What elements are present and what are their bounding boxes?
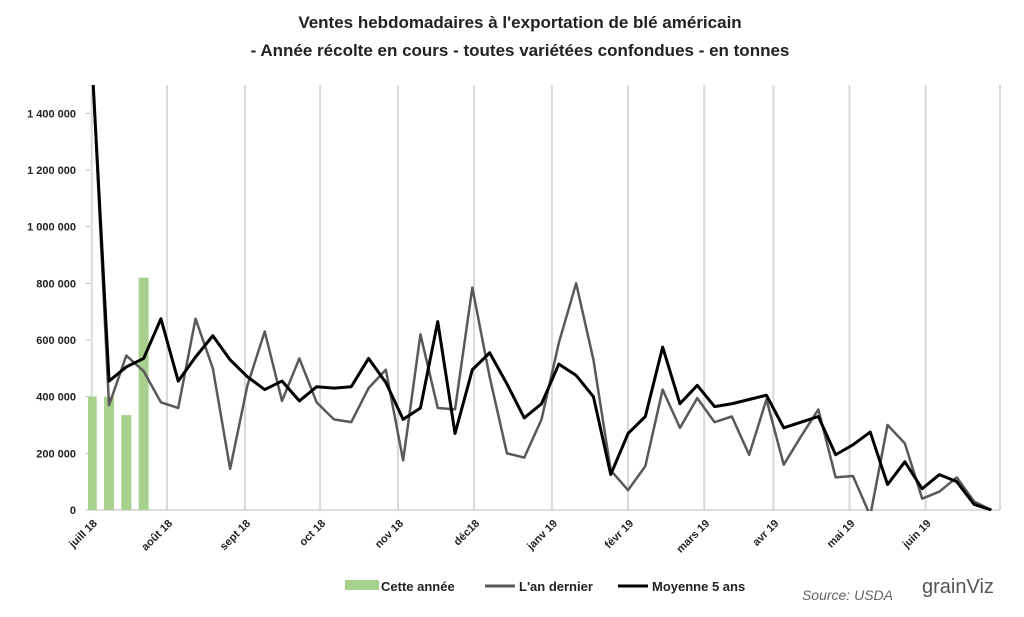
bar [138, 277, 149, 510]
chart-subtitle: - Année récolte en cours - toutes variét… [251, 41, 790, 60]
legend-swatch [345, 580, 379, 590]
y-tick-label: 1 200 000 [27, 165, 76, 177]
x-tick-label: mai 19 [825, 518, 858, 551]
y-tick-label: 0 [70, 505, 76, 517]
grid [86, 85, 1001, 511]
y-tick-label: 600 000 [36, 335, 76, 347]
bar [88, 396, 97, 510]
x-tick-label: juin 19 [900, 518, 934, 552]
x-tick-label: juill 18 [66, 518, 99, 551]
x-tick-label: août 18 [139, 518, 175, 554]
x-tick-label: sept 18 [218, 518, 253, 553]
legend-label: Moyenne 5 ans [652, 579, 745, 594]
y-tick-label: 1 000 000 [27, 222, 76, 234]
x-tick-label: avr 19 [751, 518, 782, 549]
bar [104, 396, 115, 510]
legend-label: Cette année [381, 579, 455, 594]
x-tick-label: mars 19 [674, 518, 712, 556]
y-tick-label: 1 400 000 [27, 108, 76, 120]
series-line [91, 85, 992, 511]
x-tick-label: févr 19 [603, 518, 637, 552]
x-tick-label: oct 18 [297, 518, 328, 549]
x-tick-label: janv 19 [524, 518, 560, 554]
y-tick-label: 800 000 [36, 278, 76, 290]
y-tick-label: 200 000 [36, 448, 76, 460]
labels: 0 200 000 400 000 600 000 800 000 1 000 000 1 … [27, 108, 934, 594]
x-tick-label: nov 18 [373, 518, 406, 551]
series-line [91, 85, 992, 511]
bar [121, 415, 132, 510]
y-tick-label: 400 000 [36, 392, 76, 404]
x-tick-label: déc18 [452, 518, 483, 549]
chart-title: Ventes hebdomadaires à l'exportation de … [298, 13, 741, 32]
logo: grainViz [922, 576, 994, 598]
legend-label: L'an dernier [519, 579, 593, 594]
source: Source: USDA [802, 587, 893, 603]
plot [88, 85, 992, 511]
